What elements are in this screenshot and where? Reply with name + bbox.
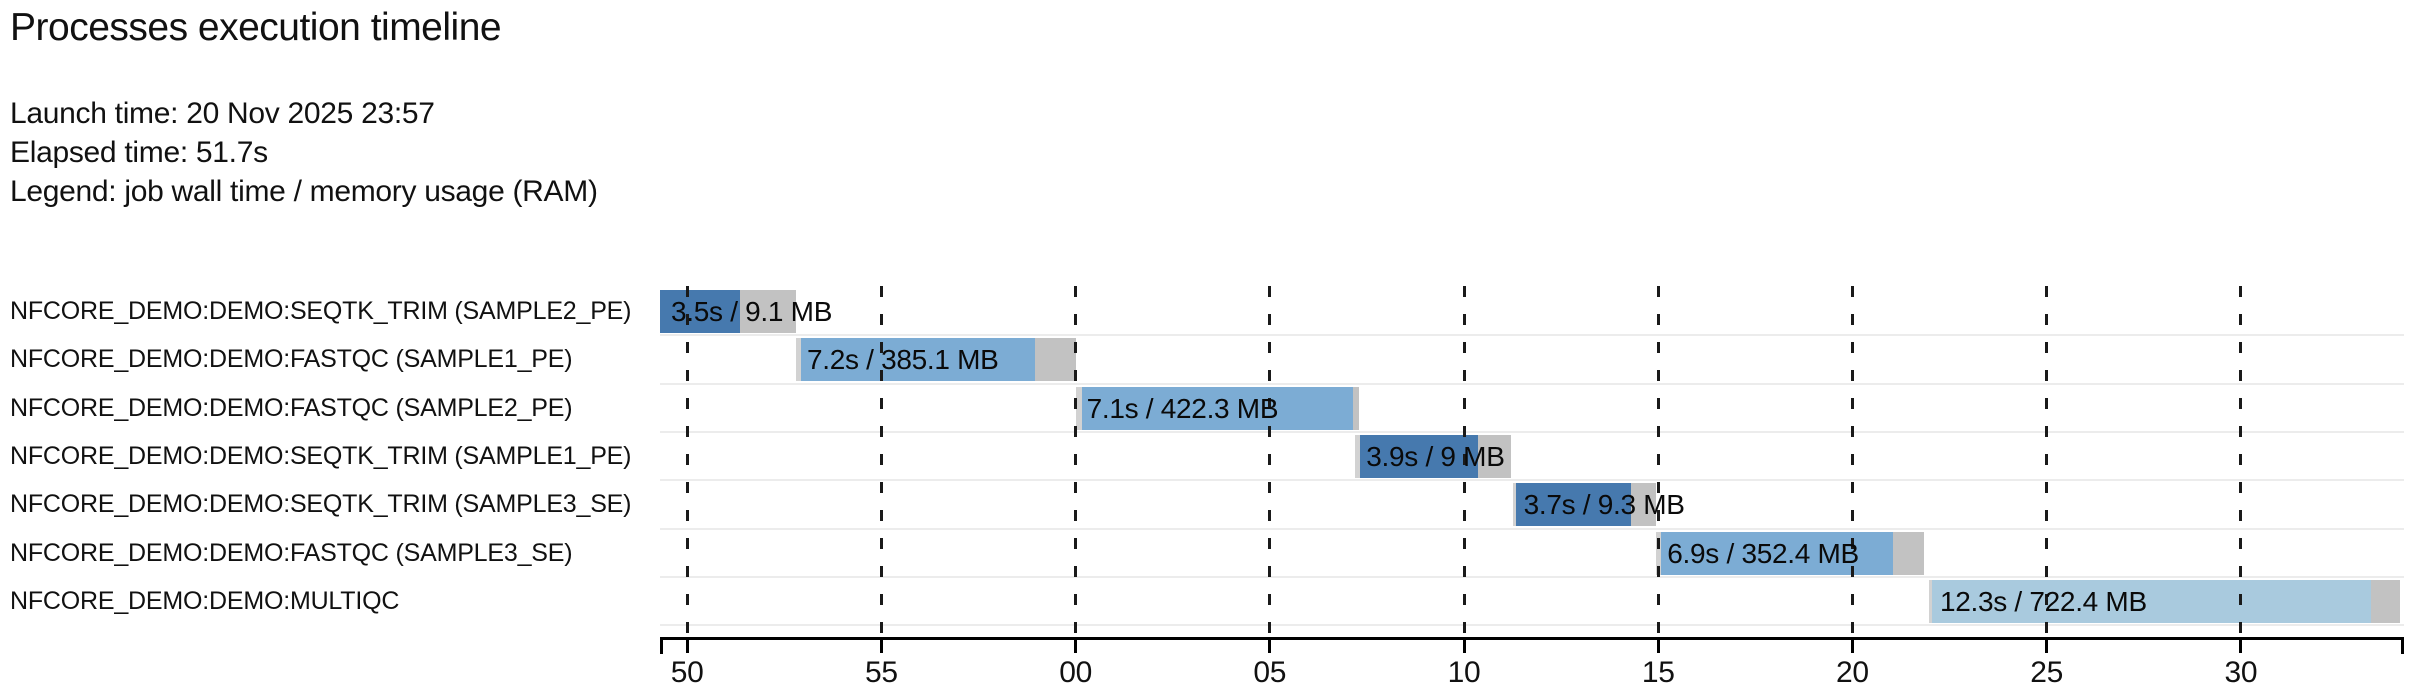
axis-tick-mark (1656, 637, 1660, 653)
task-run-segment (800, 338, 1035, 382)
process-label: NFCORE_DEMO:DEMO:SEQTK_TRIM (SAMPLE3_SE) (10, 490, 632, 519)
axis-tick-mark (2045, 637, 2049, 653)
axis-tick-label: 30 (2224, 656, 2258, 689)
task-bar-label: 12.3s / 722.4 MB (1939, 585, 2147, 617)
axis-start-cap (660, 637, 663, 654)
task-queue-segment (1075, 386, 1082, 430)
row-separator (660, 430, 2404, 433)
row-separator (660, 575, 2404, 578)
launch-time-line: Launch time: 20 Nov 2025 23:57 (10, 97, 435, 130)
page-title: Processes execution timeline (10, 6, 502, 49)
grid-line (1462, 286, 1466, 637)
axis-tick-label: 10 (1447, 656, 1481, 689)
axis-tick-label: 20 (1836, 656, 1869, 689)
axis-tick-mark (879, 637, 883, 653)
task-run-segment (1516, 483, 1632, 527)
axis-tick-mark (685, 637, 689, 653)
grid-line (2239, 286, 2243, 637)
row-separator (660, 624, 2404, 627)
task-tail-segment (1631, 483, 1657, 527)
task-tail-segment (1893, 531, 1925, 575)
task-run-segment (1359, 434, 1478, 478)
row-separator (660, 382, 2404, 385)
task-bar-label: 7.1s / 422.3 MB (1086, 392, 1279, 424)
task-run-segment (1081, 386, 1354, 430)
grid-line (1656, 286, 1660, 637)
task-bar-label: 3.7s / 9.3 MB (1523, 489, 1685, 521)
axis-tick-label: 05 (1253, 656, 1287, 689)
row-separator (660, 479, 2404, 482)
axis-tick-mark (1074, 637, 1078, 653)
axis-tick-label: 55 (865, 656, 898, 689)
task-queue-segment (1355, 434, 1360, 478)
task-bar-label: 6.9s / 352.4 MB (1667, 537, 1859, 569)
process-label: NFCORE_DEMO:DEMO:FASTQC (SAMPLE1_PE) (10, 345, 573, 374)
row-separator (660, 527, 2404, 530)
process-label: NFCORE_DEMO:DEMO:SEQTK_TRIM (SAMPLE1_PE) (10, 441, 632, 470)
axis-tick-label: 50 (670, 656, 704, 689)
task-tail-segment (2370, 579, 2401, 623)
task-run-segment (1661, 531, 1894, 575)
grid-line (1074, 286, 1078, 637)
process-label: NFCORE_DEMO:DEMO:FASTQC (SAMPLE3_SE) (10, 538, 573, 567)
process-label: NFCORE_DEMO:DEMO:SEQTK_TRIM (SAMPLE2_PE) (10, 297, 632, 325)
grid-line (2045, 286, 2049, 637)
time-axis-line (660, 637, 2404, 640)
task-tail-segment (1477, 434, 1511, 478)
axis-tick-mark (1850, 637, 1854, 653)
task-queue-segment (795, 338, 801, 382)
grid-line (879, 286, 883, 637)
task-bar-label: 3.9s / 9 MB (1366, 440, 1505, 472)
row-separator (660, 334, 2404, 337)
grid-line (1268, 286, 1272, 637)
axis-tick-label: 25 (2030, 656, 2064, 689)
task-bar-label: 3.5s / 9.1 MB (671, 296, 833, 327)
grid-line (685, 286, 689, 637)
grid-line (1850, 286, 1854, 637)
task-tail-segment (739, 290, 796, 333)
task-queue-segment (1512, 483, 1517, 527)
task-tail-segment (1353, 386, 1360, 430)
process-label: NFCORE_DEMO:DEMO:FASTQC (SAMPLE2_PE) (10, 393, 573, 422)
axis-tick-mark (2239, 637, 2243, 653)
axis-end-cap (2401, 637, 2404, 654)
task-tail-segment (1034, 338, 1076, 382)
task-bar-label: 7.2s / 385.1 MB (806, 344, 999, 376)
elapsed-time-line: Elapsed time: 51.7s (10, 136, 268, 169)
task-queue-segment (1928, 579, 1933, 623)
legend-line: Legend: job wall time / memory usage (RA… (10, 175, 598, 208)
axis-tick-mark (1462, 637, 1466, 653)
task-run-segment (660, 290, 740, 333)
process-label: NFCORE_DEMO:DEMO:MULTIQC (10, 586, 400, 615)
axis-tick-label: 00 (1059, 656, 1092, 689)
report-meta: Launch time: 20 Nov 2025 23:57 Elapsed t… (10, 94, 598, 211)
axis-tick-label: 15 (1641, 656, 1675, 689)
task-run-segment (1932, 579, 2371, 623)
axis-tick-mark (1268, 637, 1272, 653)
